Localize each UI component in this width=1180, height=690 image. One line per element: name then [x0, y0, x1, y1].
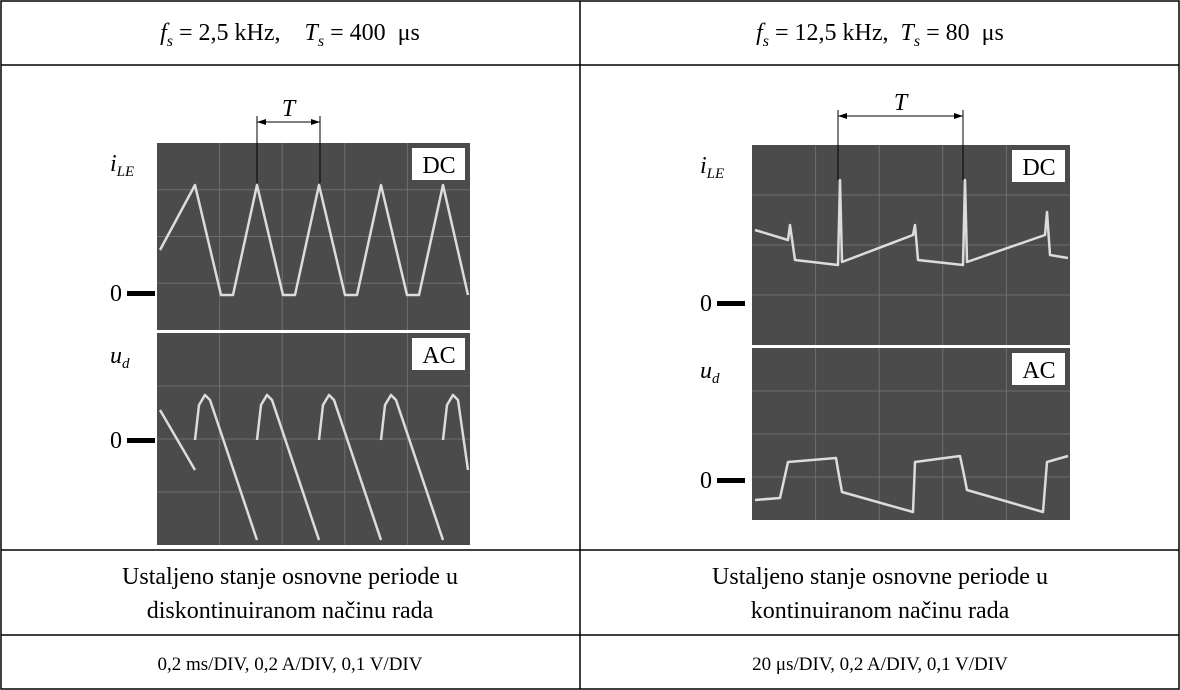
scope-trace [441, 393, 470, 471]
signal-label: ud [700, 358, 720, 387]
text-part: s [167, 33, 173, 50]
scope-trace [754, 178, 1069, 267]
description: diskontinuiranom načinu rada [147, 598, 434, 624]
text-part: d [122, 356, 130, 372]
period-label: T [282, 96, 297, 122]
text-part: u [110, 343, 122, 369]
signal-label: iLE [110, 151, 134, 180]
scope-trace [754, 454, 1069, 514]
text-part: T [305, 20, 320, 46]
text-part: = 80 μs [920, 20, 1004, 46]
text-part: i [110, 151, 117, 177]
description: Ustaljeno stanje osnovne periode u [712, 564, 1048, 590]
column-header: fs = 2,5 kHz, Ts = 400 μs [160, 20, 420, 50]
coupling-box [1012, 353, 1065, 385]
text-part: LE [116, 164, 135, 180]
arrow [257, 119, 266, 125]
text-part: = 12,5 kHz, [769, 20, 901, 46]
scope-trace [158, 183, 470, 297]
scope-trace [255, 393, 321, 541]
scale-text: 20 μs/DIV, 0,2 A/DIV, 0,1 V/DIV [752, 654, 1008, 675]
coupling-label: DC [1022, 155, 1055, 181]
coupling-label: AC [422, 343, 455, 369]
zero-label: 0 [700, 468, 712, 494]
text-part: f [160, 20, 170, 46]
scale-text: 0,2 ms/DIV, 0,2 A/DIV, 0,1 V/DIV [158, 654, 423, 675]
zero-marker [127, 291, 155, 296]
signal-label: ud [110, 343, 130, 372]
arrow [311, 119, 320, 125]
zero-marker [127, 438, 155, 443]
scope-trace [193, 393, 259, 541]
zero-label: 0 [110, 428, 122, 454]
arrow [838, 113, 847, 119]
coupling-box [1012, 150, 1065, 182]
text-part: u [700, 358, 712, 384]
text-part: LE [706, 166, 725, 182]
period-label: T [894, 90, 909, 116]
coupling-box [412, 338, 465, 370]
text-part: s [763, 33, 769, 50]
description: kontinuiranom načinu rada [751, 598, 1010, 624]
text-part: T [901, 20, 916, 46]
description: Ustaljeno stanje osnovne periode u [122, 564, 458, 590]
arrow [954, 113, 963, 119]
column-header: fs = 12,5 kHz, Ts = 80 μs [756, 20, 1004, 50]
signal-label: iLE [700, 153, 724, 182]
text-part: f [756, 20, 766, 46]
zero-marker [717, 301, 745, 306]
scope-trace [379, 393, 445, 541]
coupling-label: DC [422, 153, 455, 179]
zero-label: 0 [110, 281, 122, 307]
text-part: d [712, 371, 720, 387]
coupling-box [412, 148, 465, 180]
zero-marker [717, 478, 745, 483]
scope-trace [158, 409, 197, 471]
text-part: s [318, 33, 324, 50]
text-part: = 2,5 kHz, [173, 20, 305, 46]
coupling-label: AC [1022, 358, 1055, 384]
text-part: i [700, 153, 707, 179]
zero-label: 0 [700, 291, 712, 317]
text-part: s [914, 33, 920, 50]
text-part: = 400 μs [324, 20, 420, 46]
scope-trace [317, 393, 383, 541]
